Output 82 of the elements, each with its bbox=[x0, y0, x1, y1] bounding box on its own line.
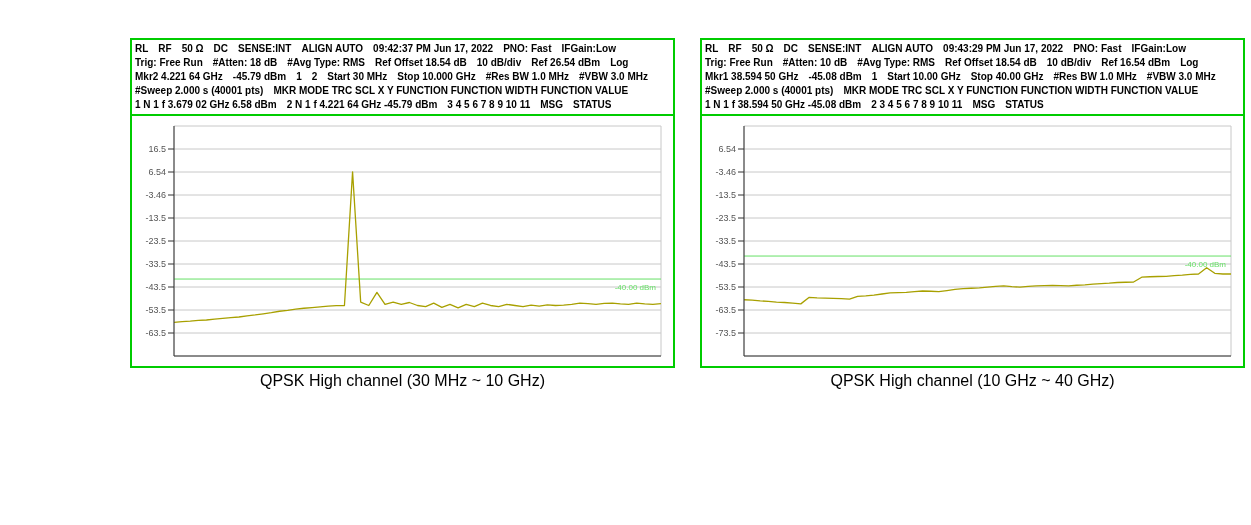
text: ALIGN AUTO bbox=[871, 43, 934, 55]
ref-line-label: -40.00 dBm bbox=[1184, 259, 1227, 269]
y-tick-label: -63.5 bbox=[145, 328, 166, 339]
text: ALIGN AUTO bbox=[301, 43, 364, 55]
text: #VBW 3.0 MHz bbox=[579, 71, 648, 83]
text: Trig: Free Run bbox=[705, 57, 773, 69]
text: 3 4 5 6 7 8 9 10 11 bbox=[447, 99, 531, 111]
text: #Atten: 18 dB bbox=[212, 57, 278, 69]
text: Stop 40.00 GHz bbox=[970, 71, 1044, 83]
text: Ref 26.54 dBm bbox=[531, 57, 601, 69]
y-tick-label: -13.5 bbox=[145, 213, 166, 224]
text: PNO: Fast bbox=[1073, 43, 1122, 55]
text: Log bbox=[1180, 57, 1199, 69]
text: 1 N 1 f 3.679 02 GHz 6.58 dBm bbox=[135, 99, 277, 111]
text: -45.08 dBm bbox=[808, 71, 862, 83]
text: MSG bbox=[972, 99, 996, 111]
text: 1 N 1 f 38.594 50 GHz -45.08 dBm bbox=[705, 99, 862, 111]
text: 10 dB/div bbox=[1046, 57, 1092, 69]
ref-line-label: -40.00 dBm bbox=[614, 282, 657, 292]
y-tick-label: -23.5 bbox=[145, 236, 166, 247]
text: 50 Ω bbox=[181, 43, 204, 55]
text: -45.79 dBm bbox=[232, 71, 287, 83]
text: #Res BW 1.0 MHz bbox=[485, 71, 570, 83]
text: Start 30 MHz bbox=[327, 71, 388, 83]
text: STATUS bbox=[1005, 99, 1044, 111]
text: IFGain:Low bbox=[1131, 43, 1186, 55]
text: Ref Offset 18.54 dB bbox=[375, 57, 467, 69]
y-tick-label: -13.5 bbox=[715, 190, 736, 201]
text: MSG bbox=[540, 99, 563, 111]
text: DC bbox=[783, 43, 799, 55]
text: STATUS bbox=[573, 99, 612, 111]
y-tick-label: -33.5 bbox=[715, 236, 736, 247]
text: Stop 10.000 GHz bbox=[397, 71, 476, 83]
text: SENSE:INT bbox=[238, 43, 292, 55]
y-tick-label: -73.5 bbox=[715, 328, 736, 339]
y-tick-label: -23.5 bbox=[715, 213, 736, 224]
text: MKR MODE TRC SCL X Y FUNCTION FUNCTION WIDTH FUNCTION VALUE bbox=[273, 85, 629, 97]
text: #Avg Type: RMS bbox=[857, 57, 936, 69]
text: #Sweep 2.000 s (40001 pts) bbox=[705, 85, 834, 97]
text: #VBW 3.0 MHz bbox=[1146, 71, 1216, 83]
text: RF bbox=[728, 43, 742, 55]
text: 50 Ω bbox=[751, 43, 774, 55]
text: Start 10.00 GHz bbox=[887, 71, 961, 83]
text: 09:43:29 PM Jun 17, 2022 bbox=[943, 43, 1064, 55]
text: 2 N 1 f 4.221 64 GHz -45.79 dBm bbox=[286, 99, 438, 111]
y-tick-label: 6.54 bbox=[718, 144, 736, 155]
y-tick-label: 16.5 bbox=[148, 144, 166, 155]
y-tick-label: -33.5 bbox=[145, 259, 166, 270]
y-tick-label: -63.5 bbox=[715, 305, 736, 316]
text: IFGain:Low bbox=[561, 43, 616, 55]
text: #Res BW 1.0 MHz bbox=[1053, 71, 1137, 83]
y-tick-label: -43.5 bbox=[715, 259, 736, 270]
text: #Sweep 2.000 s (40001 pts) bbox=[135, 85, 264, 97]
y-tick-label: -43.5 bbox=[145, 282, 166, 293]
text: RL bbox=[705, 43, 719, 55]
text: 1 bbox=[296, 71, 302, 83]
text: 1 bbox=[871, 71, 878, 83]
text: SENSE:INT bbox=[808, 43, 862, 55]
text: 2 bbox=[311, 71, 318, 83]
text: 10 dB/div bbox=[476, 57, 522, 69]
y-tick-label: 6.54 bbox=[148, 167, 166, 178]
y-tick-label: -53.5 bbox=[715, 282, 736, 293]
text: #Atten: 10 dB bbox=[782, 57, 848, 69]
text: Ref 16.54 dBm bbox=[1101, 57, 1171, 69]
y-tick-label: -3.46 bbox=[145, 190, 166, 201]
text: DC bbox=[213, 43, 229, 55]
text: Ref Offset 18.54 dB bbox=[945, 57, 1037, 69]
text: PNO: Fast bbox=[503, 43, 552, 55]
text: RL bbox=[135, 43, 149, 55]
text: #Avg Type: RMS bbox=[287, 57, 366, 69]
text: RF bbox=[158, 43, 172, 55]
text: Log bbox=[610, 57, 629, 69]
text: Mkr1 38.594 50 GHz bbox=[705, 71, 799, 83]
text: MKR MODE TRC SCL X Y FUNCTION FUNCTION WIDTH FUNCTION VALUE bbox=[843, 85, 1199, 97]
text: Trig: Free Run bbox=[135, 57, 203, 69]
text: 09:42:37 PM Jun 17, 2022 bbox=[373, 43, 494, 55]
text: QPSK High channel (30 MHz ~ 10 GHz) bbox=[259, 372, 546, 390]
text: 2 3 4 5 6 7 8 9 10 11 bbox=[871, 99, 963, 111]
text: QPSK High channel (10 GHz ~ 40 GHz) bbox=[829, 372, 1116, 390]
y-tick-label: -3.46 bbox=[715, 167, 736, 178]
text: Mkr2 4.221 64 GHz bbox=[135, 71, 223, 83]
y-tick-label: -53.5 bbox=[145, 305, 166, 316]
